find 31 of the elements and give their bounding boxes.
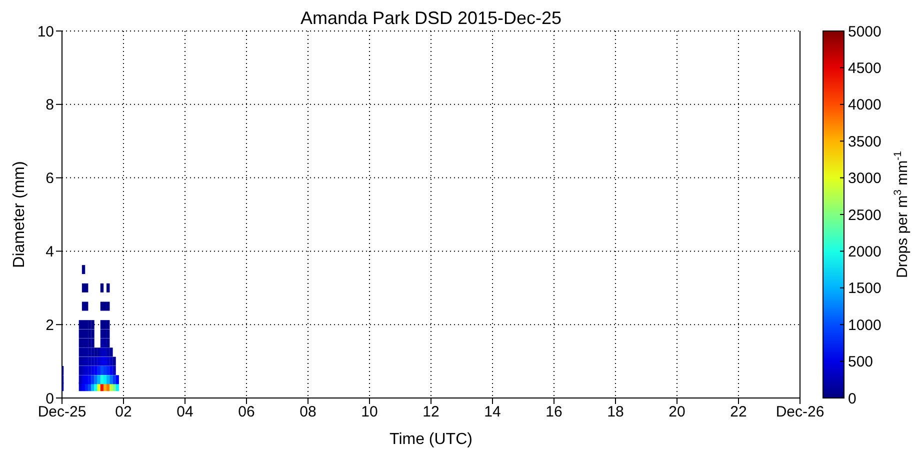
y-tick-label: 10 [37, 23, 54, 40]
color-bar-label: 500 [848, 354, 874, 371]
x-tick-label: Dec-26 [776, 404, 824, 421]
x-tick-label: 04 [176, 404, 194, 421]
chart-title: Amanda Park DSD 2015-Dec-25 [299, 8, 563, 29]
y-tick-label: 4 [46, 244, 54, 261]
color-bar-label: 0 [848, 390, 856, 408]
x-tick-label: 10 [361, 404, 378, 421]
x-tick-label: 08 [300, 404, 316, 421]
color-bar-label: 3500 [848, 133, 882, 150]
y-tick-label: 8 [46, 96, 54, 114]
x-tick-label: 02 [115, 404, 132, 421]
x-tick-label: 20 [668, 404, 686, 421]
y-tick-label: 2 [46, 316, 54, 334]
color-bar-label: 1000 [848, 316, 882, 334]
x-tick-label: 12 [422, 404, 440, 421]
x-tick-label: 22 [730, 404, 747, 421]
y-tick-label: 6 [46, 170, 54, 188]
color-bar-label: 4500 [848, 60, 882, 77]
x-tick-label: 14 [484, 404, 501, 421]
x-axis-title: Time (UTC) [390, 431, 472, 448]
color-bar-label: 5000 [848, 23, 882, 40]
color-bar-label: 2500 [848, 206, 882, 224]
x-tick-label: 18 [607, 404, 624, 421]
color-bar-label: 2000 [848, 243, 882, 260]
y-axis-title: Diameter (mm) [11, 161, 28, 268]
color-bar-label: 4000 [848, 96, 882, 114]
color-bar-label: 3000 [848, 170, 882, 188]
x-tick-label: 06 [238, 404, 255, 421]
x-tick-label: 16 [546, 404, 562, 421]
color-bar-label: 1500 [848, 280, 882, 298]
